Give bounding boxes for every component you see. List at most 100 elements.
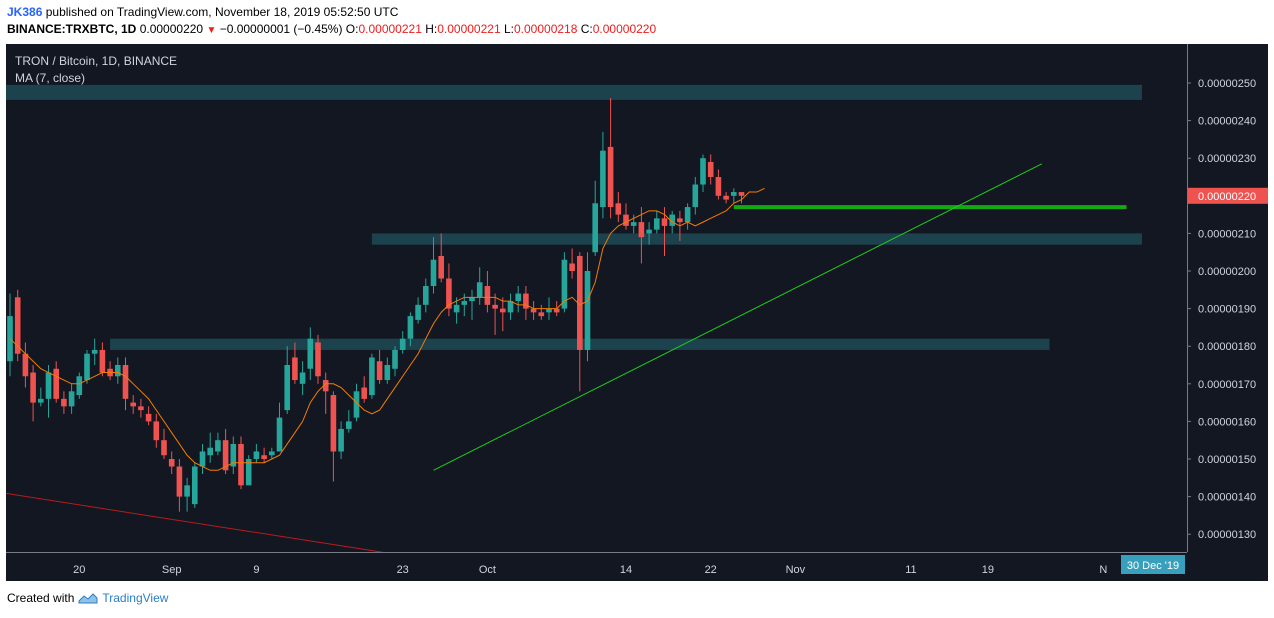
uptrend-line [433, 163, 1043, 471]
symbol-label: BINANCE:TRXBTC, 1D [7, 22, 137, 36]
ohlc-line: BINANCE:TRXBTC, 1D 0.00000220 ▼ −0.00000… [7, 21, 1267, 38]
candle-body [230, 443, 237, 467]
time-tick-label: 23 [397, 564, 409, 576]
candle-body [723, 195, 729, 200]
candle-body [415, 304, 421, 320]
current-price-label: 0.00000220 [1198, 191, 1256, 203]
time-tick-label: Nov [786, 564, 806, 576]
candle-body [569, 263, 575, 271]
time-tick-label: 20 [73, 564, 85, 576]
price-tick-label: 0.00000190 [1198, 304, 1256, 316]
down-arrow-icon: ▼ [206, 25, 217, 36]
candle-body [646, 229, 652, 234]
candle-body [292, 357, 298, 381]
candle-body [623, 214, 629, 226]
candle-body [38, 398, 44, 403]
candle-body [145, 413, 152, 422]
plot-area[interactable] [6, 84, 1142, 553]
candle-body [600, 150, 606, 208]
time-tick-label: Oct [479, 564, 496, 576]
candle-body [199, 451, 206, 467]
candle-body [561, 259, 568, 309]
candle-body [99, 349, 106, 373]
price-tick-label: 0.00000240 [1198, 116, 1256, 128]
price-change: −0.00000001 (−0.45%) [219, 22, 343, 36]
candle-body [469, 297, 475, 302]
candle-body [45, 372, 52, 399]
current-price-tag [1188, 187, 1268, 204]
candle-body [68, 391, 75, 407]
candle-body [453, 304, 460, 313]
candle-body [684, 207, 691, 223]
resistance-zone [6, 84, 1142, 100]
candle-body [238, 443, 244, 486]
candle-body [14, 297, 21, 354]
price-tick-label: 0.00000140 [1198, 492, 1256, 504]
time-tick-label: Sep [162, 564, 182, 576]
candle-body [584, 271, 591, 350]
footer: Created with TradingView [7, 591, 168, 605]
candle-body [500, 308, 506, 313]
candle-body [446, 278, 452, 309]
time-tick-label: 19 [982, 564, 994, 576]
candle-body [330, 395, 337, 452]
candle-body [715, 177, 722, 196]
candle-body [307, 338, 314, 369]
candle-body [607, 146, 614, 208]
candle-body [122, 365, 129, 399]
candle-body [192, 466, 198, 505]
candle-body [461, 301, 468, 305]
candle-body [661, 218, 668, 226]
candle-body [184, 485, 190, 497]
candle-body [207, 447, 213, 456]
open-value: 0.00000221 [358, 22, 422, 36]
header: JK386 published on TradingView.com, Nove… [7, 4, 1267, 40]
candle-body [161, 440, 167, 456]
time-tick-label: 14 [620, 564, 632, 576]
candle-body [438, 255, 444, 279]
candle-body [138, 406, 144, 411]
chart-panel[interactable]: 0.00000250 0.00000240 0.00000230 0.00000220… [6, 44, 1268, 581]
publish-line: JK386 published on TradingView.com, Nove… [7, 4, 1267, 21]
candle-body [84, 353, 90, 381]
candle-body [53, 368, 59, 399]
candle-body [731, 192, 737, 196]
candle-body [168, 459, 175, 467]
candle-body [284, 365, 290, 411]
candle-body [376, 361, 383, 381]
candle-body [538, 312, 545, 317]
author-link[interactable]: JK386 [7, 5, 43, 19]
last-price: 0.00000220 [139, 22, 204, 36]
date-cursor-label: 30 Dec '19 [1127, 560, 1179, 572]
chart-canvas[interactable]: 0.00000250 0.00000240 0.00000230 0.00000220… [6, 44, 1268, 581]
candle-body [346, 421, 352, 429]
candle-body [738, 192, 745, 196]
price-tick-label: 0.00000160 [1198, 416, 1256, 428]
legend-title[interactable]: TRON / Bitcoin, 1D, BINANCE [15, 54, 178, 68]
candle-body [707, 161, 714, 177]
candle-body [253, 451, 260, 459]
time-tick-label: 9 [253, 564, 259, 576]
candle-body [22, 353, 29, 377]
candle-body [176, 466, 183, 497]
candle-body [392, 349, 398, 369]
candle-body [430, 259, 437, 287]
price-tick-label: 0.00000250 [1198, 78, 1256, 90]
high-label: H: [425, 22, 438, 36]
candle-body [315, 342, 321, 377]
tradingview-link[interactable]: TradingView [102, 591, 169, 605]
publish-info: published on TradingView.com, November 1… [45, 5, 399, 19]
candle-body [222, 440, 229, 471]
candle-body [361, 387, 367, 399]
candle-body [423, 286, 429, 305]
candle-body [61, 398, 67, 407]
low-value: 0.00000218 [513, 22, 578, 36]
price-tick-label: 0.00000180 [1198, 341, 1256, 353]
tradingview-logo-icon [78, 593, 98, 604]
legend-indicator[interactable]: MA (7, close) [15, 71, 86, 85]
candle-body [399, 338, 406, 350]
candle-body [669, 214, 675, 226]
candle-body [245, 459, 252, 486]
candle-body [130, 402, 136, 407]
time-tick-label: 22 [705, 564, 717, 576]
